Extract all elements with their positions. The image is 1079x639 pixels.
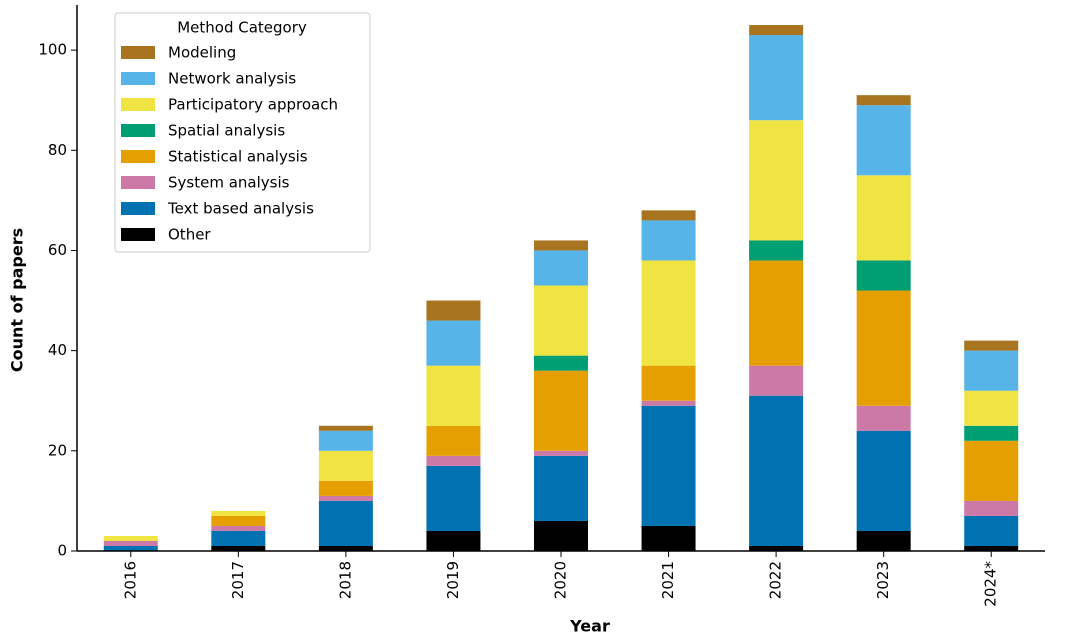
bar-segment xyxy=(211,525,266,531)
legend-swatch xyxy=(121,124,155,137)
legend: Method Category Modeling Network analysis P… xyxy=(114,12,371,253)
bar-segment xyxy=(318,450,373,481)
bar-segment xyxy=(103,540,158,546)
bar-segment xyxy=(318,480,373,496)
y-axis-label: Count of papers xyxy=(8,228,27,372)
bar-segment xyxy=(641,220,696,261)
bar-segment xyxy=(103,535,158,541)
bar-segment xyxy=(964,440,1019,501)
bar-segment xyxy=(856,405,911,431)
bar-segment xyxy=(534,455,588,521)
legend-label: Modeling xyxy=(168,44,236,62)
bar-segment xyxy=(426,320,481,366)
bar-segment xyxy=(534,285,588,356)
bar-segment xyxy=(534,250,588,286)
y-tick-label: 20 xyxy=(48,441,67,459)
bar-segment xyxy=(426,300,481,321)
x-tick-label: 2018 xyxy=(336,561,354,599)
bar-segment xyxy=(426,530,481,551)
x-tick-label: 2019 xyxy=(444,561,462,599)
bar-segment xyxy=(749,240,804,261)
legend-label: Network analysis xyxy=(168,70,296,88)
bar-segment xyxy=(964,425,1019,441)
bar-segment xyxy=(964,500,1019,516)
bar-segment xyxy=(318,545,373,551)
x-tick-label: 2016 xyxy=(121,561,139,599)
bar-segment xyxy=(856,260,911,291)
x-tick-label: 2021 xyxy=(659,561,677,599)
legend-label: Statistical analysis xyxy=(168,148,308,166)
bar-segment xyxy=(856,175,911,261)
legend-swatch xyxy=(121,202,155,215)
bar-segment xyxy=(318,425,373,431)
bar-segment xyxy=(426,465,481,531)
legend-swatch xyxy=(121,150,155,163)
bar-segment xyxy=(641,365,696,401)
bar-segment xyxy=(749,365,804,396)
bar-segment xyxy=(534,370,588,451)
bar-segment xyxy=(641,260,696,366)
bar-segment xyxy=(318,430,373,451)
bar-segment xyxy=(964,340,1019,351)
bar-segment xyxy=(856,530,911,551)
x-tick-label: 2020 xyxy=(552,561,570,599)
bar-segment xyxy=(641,210,696,221)
legend-swatch xyxy=(121,176,155,189)
x-tick-label: 2022 xyxy=(767,561,785,599)
y-tick-label: 100 xyxy=(38,41,67,59)
legend-swatch xyxy=(121,98,155,111)
bar-segment xyxy=(426,425,481,456)
bar-segment xyxy=(856,105,911,176)
x-axis-label: Year xyxy=(569,617,610,636)
bar-segment xyxy=(103,545,158,551)
legend-label: Other xyxy=(168,226,211,244)
y-tick-label: 80 xyxy=(48,141,67,159)
bar-segment xyxy=(856,95,911,106)
legend-label: Participatory approach xyxy=(168,96,338,114)
x-tick-label: 2017 xyxy=(229,561,247,599)
bar-segment xyxy=(964,545,1019,551)
legend-box xyxy=(114,12,371,253)
bar-segment xyxy=(964,350,1019,391)
y-tick-label: 40 xyxy=(48,341,67,359)
bar-segment xyxy=(749,35,804,121)
bar-segment xyxy=(641,525,696,551)
legend-swatch xyxy=(121,72,155,85)
bar-segment xyxy=(211,545,266,551)
bar-segment xyxy=(749,260,804,366)
legend-title: Method Category xyxy=(177,19,307,37)
bar-segment xyxy=(534,355,588,371)
bar-segment xyxy=(641,405,696,526)
bar-segment xyxy=(534,450,588,456)
legend-swatch xyxy=(121,46,155,59)
bar-segment xyxy=(749,395,804,546)
bar-segment xyxy=(426,365,481,426)
x-tick-label: 2023 xyxy=(874,561,892,599)
bar-segment xyxy=(749,120,804,241)
bar-segment xyxy=(534,240,588,251)
bar-segment xyxy=(318,495,373,501)
bar-segment xyxy=(964,390,1019,426)
bar-segment xyxy=(211,515,266,526)
bar-segment xyxy=(749,25,804,36)
y-tick-label: 60 xyxy=(48,241,67,259)
bar-segment xyxy=(426,455,481,466)
bar-segment xyxy=(964,515,1019,546)
legend-swatch xyxy=(121,228,155,241)
legend-label: Text based analysis xyxy=(167,200,314,218)
legend-label: System analysis xyxy=(168,174,290,192)
bar-segment xyxy=(534,520,588,551)
bar-segment xyxy=(641,400,696,406)
bar-segment xyxy=(211,510,266,516)
bar-segment xyxy=(749,545,804,551)
legend-label: Spatial analysis xyxy=(168,122,285,140)
x-tick-label: 2024* xyxy=(982,561,1000,607)
bar-segment xyxy=(211,530,266,546)
bar-segment xyxy=(856,430,911,531)
bar-segment xyxy=(856,290,911,406)
y-tick-label: 0 xyxy=(57,542,67,560)
bar-segment xyxy=(318,500,373,546)
